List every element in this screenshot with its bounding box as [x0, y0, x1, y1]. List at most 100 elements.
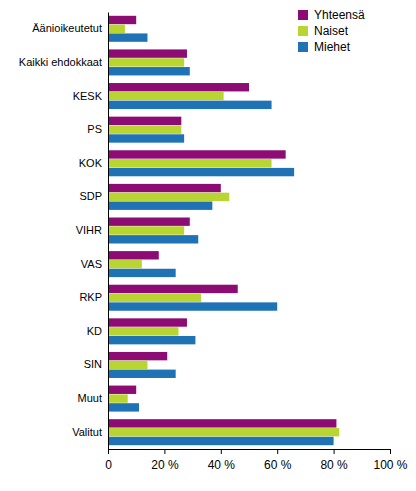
x-tick-label: 60 %: [264, 458, 292, 472]
y-tick: KESK: [73, 90, 108, 102]
x-tick: 100 %: [373, 449, 407, 472]
y-tick-label: KESK: [73, 90, 103, 102]
bar: [108, 226, 184, 234]
bar: [108, 437, 334, 445]
x-axis-line: [109, 450, 391, 455]
y-tick: Muut: [78, 392, 108, 404]
y-tick: SIN: [84, 358, 108, 370]
x-tick: 80 %: [320, 449, 348, 472]
x-axis: 0 20 % 40 % 60 % 80 % 100 %: [105, 449, 408, 472]
bar: [108, 428, 339, 436]
y-tick: VAS: [81, 258, 108, 270]
x-tick: 40 %: [208, 449, 236, 472]
y-tick: SDP: [79, 190, 108, 202]
bar: [108, 294, 201, 302]
x-tick: 60 %: [264, 449, 292, 472]
legend-label: Yhteensä: [314, 8, 365, 22]
x-tick-label: 40 %: [208, 458, 236, 472]
bar: [108, 370, 176, 378]
y-tick: RKP: [79, 291, 108, 303]
y-tick-label: PS: [87, 123, 102, 135]
bar: [108, 386, 136, 394]
bar: [108, 193, 229, 201]
bar: [108, 336, 195, 344]
y-tick: VIHR: [76, 224, 108, 236]
legend-label: Miehet: [314, 40, 351, 54]
bar: [108, 260, 142, 268]
y-tick-label: KOK: [79, 157, 103, 169]
x-tick: 0: [105, 449, 112, 472]
bar: [108, 184, 221, 192]
y-tick: Valitut: [72, 426, 108, 438]
bar: [108, 202, 212, 210]
legend-swatch: [298, 42, 308, 52]
legend-swatch: [298, 10, 308, 20]
x-tick-mark: [334, 449, 335, 454]
plot-area: 0 20 % 40 % 60 % 80 % 100 % Äänioikeutetut Kaik…: [19, 13, 408, 473]
x-tick-label: 20 %: [151, 458, 179, 472]
y-tick: Äänioikeutetut: [32, 22, 108, 34]
bar: [108, 117, 181, 125]
bar: [108, 419, 336, 427]
bar: [108, 318, 187, 326]
y-tick-label: Kaikki ehdokkaat: [19, 56, 102, 68]
bar: [108, 168, 294, 176]
legend-item: Miehet: [298, 40, 351, 54]
x-tick-mark: [164, 449, 165, 454]
bar: [108, 33, 147, 41]
chart: 0 20 % 40 % 60 % 80 % 100 % Äänioikeutetut Kaik…: [0, 0, 416, 491]
bar: [108, 352, 167, 360]
x-tick-mark: [221, 449, 222, 454]
bar: [108, 159, 272, 167]
y-axis: Äänioikeutetut Kaikki ehdokkaat KESK PS KOK S…: [19, 13, 109, 450]
bar: [108, 251, 159, 259]
bar: [108, 361, 147, 369]
bar: [108, 83, 249, 91]
legend-item: Yhteensä: [298, 8, 365, 22]
y-tick: KOK: [79, 157, 108, 169]
y-tick-label: Äänioikeutetut: [32, 22, 102, 34]
legend: Yhteensä Naiset Miehet: [298, 8, 365, 54]
bar: [108, 125, 181, 133]
legend-swatch: [298, 26, 308, 36]
y-tick-label: Muut: [78, 392, 102, 404]
legend-label: Naiset: [314, 24, 349, 38]
bar: [108, 58, 184, 66]
x-tick-label: 0: [105, 458, 112, 472]
y-tick-label: KD: [87, 325, 102, 337]
x-tick-label: 80 %: [320, 458, 348, 472]
y-tick-label: SDP: [79, 190, 102, 202]
bar: [108, 101, 272, 109]
bar: [108, 285, 238, 293]
bars: [108, 16, 339, 445]
x-tick-mark: [108, 449, 109, 454]
bar: [108, 49, 187, 57]
y-tick: PS: [87, 123, 108, 135]
y-tick-label: Valitut: [72, 426, 102, 438]
bar: [108, 302, 277, 310]
bar: [108, 134, 184, 142]
bar: [108, 269, 176, 277]
y-tick: KD: [87, 325, 108, 337]
x-tick-mark: [390, 449, 391, 454]
bar: [108, 403, 139, 411]
bar: [108, 327, 179, 335]
bar: [108, 235, 198, 243]
bar: [108, 25, 125, 33]
y-tick-label: VIHR: [76, 224, 102, 236]
y-tick-label: SIN: [84, 358, 102, 370]
x-tick: 20 %: [151, 449, 179, 472]
y-tick: Kaikki ehdokkaat: [19, 56, 108, 68]
bar: [108, 67, 190, 75]
bar: [108, 217, 190, 225]
y-axis-line: [108, 13, 109, 450]
bar: [108, 394, 128, 402]
legend-item: Naiset: [298, 24, 349, 38]
x-tick-label: 100 %: [373, 458, 407, 472]
bar: [108, 16, 136, 24]
bar: [108, 92, 224, 100]
y-tick-label: RKP: [79, 291, 102, 303]
bar: [108, 150, 286, 158]
x-tick-mark: [277, 449, 278, 454]
y-tick-label: VAS: [81, 258, 102, 270]
